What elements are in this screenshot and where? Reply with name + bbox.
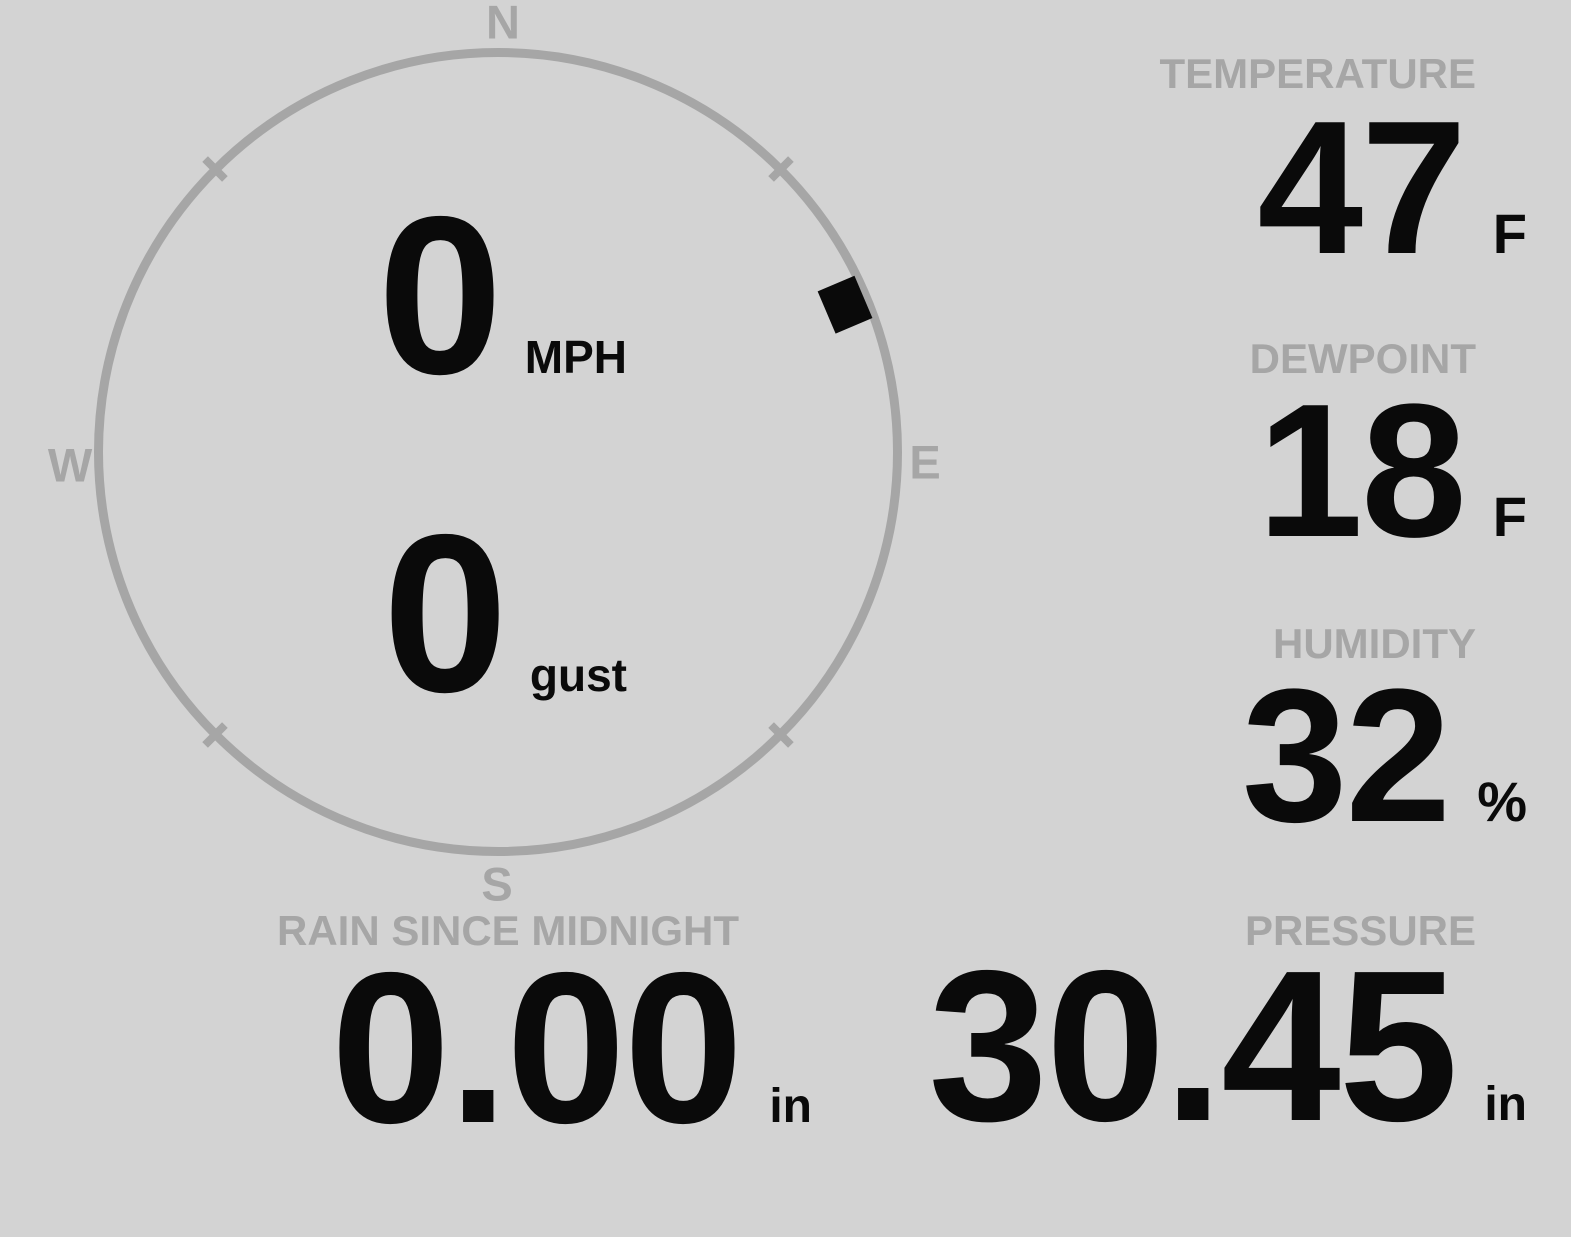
humidity-label: HUMIDITY <box>1273 620 1476 667</box>
wind-gust-value: 0 <box>382 487 508 739</box>
pressure-readout: 30.45 in <box>928 938 1527 1153</box>
compass-label-east: E <box>909 435 941 489</box>
humidity-readout: 32 % <box>1242 661 1527 851</box>
pressure-label: PRESSURE <box>1244 907 1476 954</box>
wind-gust-readout: 0 gust <box>383 501 627 726</box>
wind-speed-readout: 0 MPH <box>378 183 627 408</box>
compass-label-south: S <box>481 857 513 911</box>
temperature-readout: 47 F <box>1257 93 1527 283</box>
rain-value: 0.00 <box>330 927 743 1168</box>
temperature-label: TEMPERATURE <box>1159 50 1476 97</box>
compass-label-west: W <box>47 438 93 492</box>
wind-gust-unit: gust <box>529 649 627 701</box>
compass-label-north: N <box>486 0 520 49</box>
temperature-value: 47 <box>1257 82 1466 294</box>
rain-label: RAIN SINCE MIDNIGHT <box>277 907 739 954</box>
dewpoint-readout: 18 F <box>1257 376 1527 566</box>
compass-circle <box>94 48 902 856</box>
rain-unit: in <box>769 1080 812 1133</box>
humidity-value: 32 <box>1241 650 1451 862</box>
dewpoint-unit: F <box>1492 485 1527 548</box>
wind-speed-value: 0 <box>377 169 503 421</box>
pressure-value: 30.45 <box>928 925 1458 1166</box>
temperature-unit: F <box>1492 202 1527 265</box>
dewpoint-label: DEWPOINT <box>1249 335 1476 382</box>
dewpoint-value: 18 <box>1257 365 1466 577</box>
humidity-unit: % <box>1477 770 1527 833</box>
pressure-unit: in <box>1484 1078 1527 1131</box>
wind-speed-unit: MPH <box>524 331 627 383</box>
rain-readout: 0.00 in <box>331 940 812 1155</box>
